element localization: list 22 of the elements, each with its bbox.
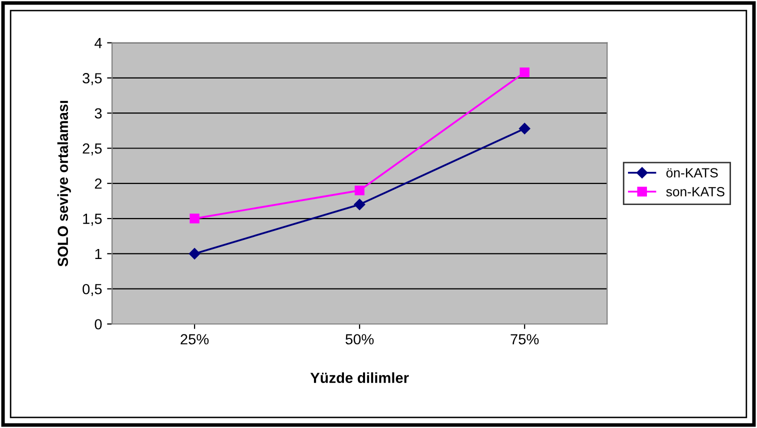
legend-label: son-KATS xyxy=(666,187,724,196)
y-axis-title: SOLO seviye ortalaması xyxy=(57,100,71,266)
y-tick-label: 0 xyxy=(94,319,102,330)
x-axis-title: Yüzde dilimler xyxy=(310,372,409,384)
x-tick-label: 25% xyxy=(180,334,209,344)
point xyxy=(188,248,200,260)
point xyxy=(518,122,530,134)
y-tick-label: 3,5 xyxy=(82,73,102,86)
y-tick-label: 1,5 xyxy=(83,214,102,226)
x-tick-label: 75% xyxy=(510,334,539,344)
y-tick-label: 0,5 xyxy=(82,284,102,296)
point xyxy=(520,67,530,78)
y-tick-label: 2,5 xyxy=(82,143,102,156)
point xyxy=(354,186,364,196)
point xyxy=(354,198,366,210)
y-tick-label: 4 xyxy=(94,38,102,48)
y-tick-label: 2 xyxy=(94,178,102,189)
legend-label: ön-KATS xyxy=(666,168,718,178)
x-tick-label: 50% xyxy=(346,334,374,344)
y-tick-label: 3 xyxy=(94,108,102,119)
y-tick-label: 1 xyxy=(95,248,102,259)
point xyxy=(190,214,200,224)
